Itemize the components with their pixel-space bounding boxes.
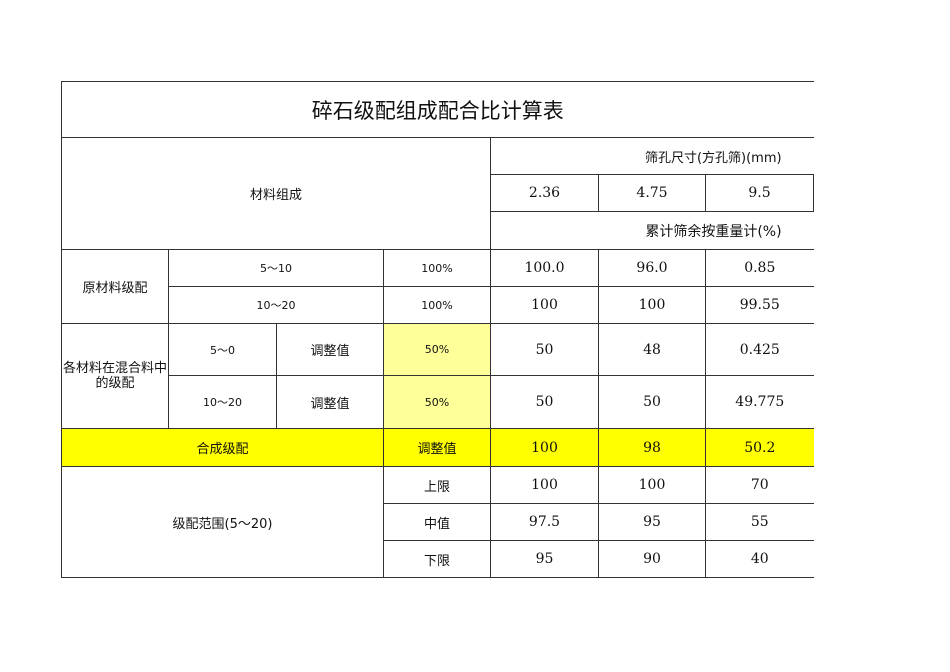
percent-cell: 100%: [383, 286, 491, 324]
value-cell: 50: [490, 375, 599, 429]
material-name: 10～20: [168, 286, 384, 324]
value-cell: 100: [598, 286, 706, 324]
table-row: 10～20 调整值 50% 50 50 49.775: [62, 375, 814, 429]
value-cell: 95: [490, 540, 599, 578]
value-cell: 99.55: [704, 286, 814, 324]
value-cell: 96.0: [598, 249, 706, 287]
value-cell: 70: [704, 466, 814, 504]
value-cell: 90: [598, 540, 706, 578]
value-cell: 100: [490, 428, 599, 467]
value-cell: 95: [598, 503, 706, 541]
raw-gradation-label: 原材料级配: [61, 249, 169, 324]
material-composition-header: 材料组成: [61, 137, 491, 250]
table-row: 原材料级配 5～10 100% 100.0 96.0 0.85: [61, 249, 814, 324]
size-4-75: 4.75: [598, 174, 706, 212]
value-cell: 50.2: [704, 428, 814, 467]
value-cell: 100: [490, 286, 599, 324]
value-cell: 40: [704, 540, 814, 578]
size-2-36: 2.36: [490, 174, 599, 212]
material-name: 5～0: [168, 323, 277, 376]
table-row: 各材料在混合料中的级配 5～0 调整值 50% 50 48 0.425: [61, 323, 814, 429]
value-cell: 50: [490, 323, 599, 376]
value-cell: 55: [704, 503, 814, 541]
value-cell: 97.5: [490, 503, 599, 541]
size-9-5: 9.5: [704, 174, 815, 212]
value-cell: 98: [598, 428, 706, 467]
percent-input[interactable]: 50%: [383, 323, 491, 376]
range-name: 上限: [383, 466, 491, 504]
percent-cell: 100%: [383, 249, 491, 287]
percent-input[interactable]: 50%: [383, 375, 491, 429]
material-name: 5～10: [168, 249, 384, 287]
value-cell: 100: [490, 466, 599, 504]
range-name: 下限: [383, 540, 491, 578]
range-label: 级配范围(5～20): [61, 466, 384, 578]
adjust-label: 调整值: [383, 428, 491, 467]
value-cell: 100: [598, 466, 706, 504]
adjust-label: 调整值: [276, 323, 384, 376]
table-row: 10～20 100% 100 100 99.55: [62, 286, 814, 324]
range-name: 中值: [383, 503, 491, 541]
table-title: 碎石级配组成配合比计算表: [60, 81, 814, 138]
gradation-table: 碎石级配组成配合比计算表 材料组成 筛孔尺寸(方孔筛)(mm) 2.36 4.7…: [60, 81, 815, 578]
value-cell: 0.85: [704, 249, 814, 287]
table-row: 下限 95 90 40: [62, 540, 814, 578]
table-row: 中值 97.5 95 55: [62, 503, 814, 541]
adjust-label: 调整值: [276, 375, 384, 429]
mix-gradation-label: 各材料在混合料中的级配: [61, 323, 169, 429]
composite-label: 合成级配: [61, 428, 384, 467]
sieve-size-header: 筛孔尺寸(方孔筛)(mm): [489, 137, 814, 175]
table-row: 级配范围(5～20) 上限 100 100 70: [61, 466, 814, 578]
composite-row: 合成级配 调整值 100 98 50.2: [61, 428, 814, 467]
cumulative-header: 累计筛余按重量计(%): [489, 211, 814, 250]
value-cell: 0.425: [704, 323, 814, 376]
value-cell: 100.0: [490, 249, 599, 287]
value-cell: 49.775: [704, 375, 814, 429]
material-name: 10～20: [168, 375, 277, 429]
value-cell: 48: [598, 323, 706, 376]
value-cell: 50: [598, 375, 706, 429]
